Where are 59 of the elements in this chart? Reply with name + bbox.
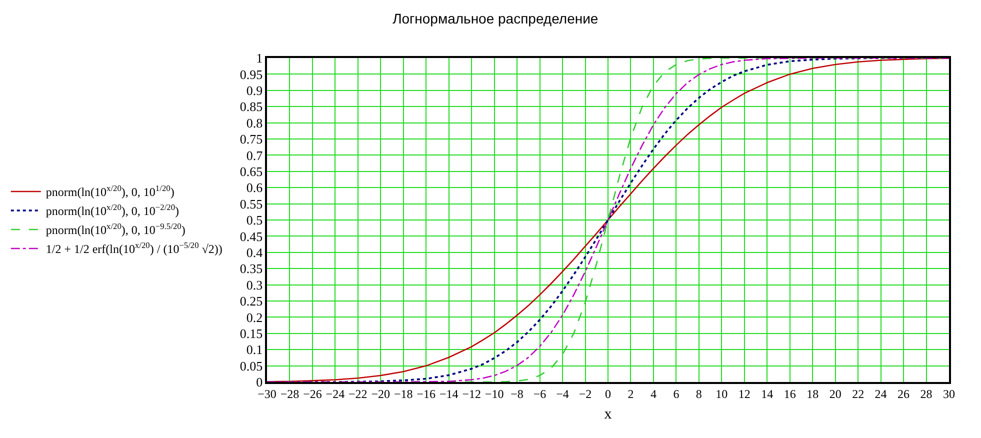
y-tick-label: 0.25 <box>240 294 263 309</box>
x-tick-label: −12 <box>462 387 481 402</box>
y-tick-label: 0.55 <box>240 196 263 212</box>
x-tick-label: −28 <box>280 387 300 402</box>
y-tick-label: 0.95 <box>240 66 263 82</box>
chart-title: Логнормальное распределение <box>392 10 598 26</box>
y-tick-label: 0.05 <box>240 358 263 374</box>
y-tick-label: 0.3 <box>246 277 263 292</box>
x-tick-label: −4 <box>556 387 569 402</box>
x-axis-title: x <box>604 406 612 423</box>
x-tick-label: −6 <box>533 387 546 402</box>
y-tick-label: 0.8 <box>246 115 263 130</box>
x-tick-label: −2 <box>578 387 592 402</box>
y-tick-label: 0.5 <box>246 212 263 228</box>
x-tick-label: −8 <box>510 387 524 402</box>
line-series <box>266 58 949 382</box>
y-tick-label: 0.85 <box>240 99 263 114</box>
y-tick-label: 0.45 <box>240 228 263 244</box>
y-tick-label: 0.4 <box>246 244 264 260</box>
x-tick-label: 28 <box>920 387 932 402</box>
x-tick-label: 10 <box>716 387 728 402</box>
x-tick-label: 16 <box>784 387 796 402</box>
y-tick-label: 0.2 <box>246 310 263 325</box>
x-tick-label: 18 <box>806 387 819 402</box>
x-tick-label: −26 <box>303 387 322 402</box>
x-tick-label: 30 <box>942 387 955 402</box>
y-tick-label: 0.75 <box>240 132 263 147</box>
x-tick-label: 0 <box>604 387 611 402</box>
x-tick-label: 6 <box>673 387 680 402</box>
x-tick-label: −22 <box>348 387 368 402</box>
legend-label: 1/2 + 1/2 erf(ln(10$^{x/20}$) / (10$^{−5/20}$ √2)) <box>46 241 222 256</box>
x-tick-label: −20 <box>371 387 390 402</box>
y-tick-label: 1 <box>256 50 263 66</box>
x-tick-label: 14 <box>761 387 774 402</box>
y-tick-label: 0.7 <box>246 148 264 163</box>
y-tick-label: 0.15 <box>240 326 263 341</box>
x-tick-label: 26 <box>898 387 910 402</box>
y-tick-label: 0 <box>256 374 263 390</box>
x-tick-label: −24 <box>326 387 345 402</box>
x-tick-label: 4 <box>650 387 656 402</box>
legend-label: pnorm(ln(10$^{x/20}$), 0, 10$^{−9.5/20}$) <box>46 222 186 238</box>
x-tick-label: 8 <box>696 387 702 402</box>
x-tick-label: 24 <box>874 387 887 402</box>
x-tick-label: 20 <box>829 387 842 402</box>
x-tick-label: −10 <box>484 387 504 402</box>
y-tick-label: 0.1 <box>246 342 263 358</box>
x-tick-label: 12 <box>738 387 750 402</box>
x-tick-label: −30 <box>258 387 276 402</box>
x-tick-label: 22 <box>852 387 864 402</box>
y-tick-label: 0.65 <box>240 164 263 179</box>
legend-label: pnorm(ln(10$^{x/20}$), 0, 10$^{−2/20}$) <box>46 203 180 218</box>
y-tick-label: 0.35 <box>240 261 263 276</box>
x-tick-label: −16 <box>416 387 436 402</box>
y-tick-label: 0.9 <box>246 82 263 98</box>
legend-label: pnorm(ln(10$^{x/20}$), 0, 10$^{1/20}$) <box>46 184 174 200</box>
y-tick-label: 0.6 <box>246 180 264 196</box>
x-tick-label: 2 <box>628 387 634 402</box>
x-tick-label: −18 <box>394 387 413 402</box>
x-tick-label: −14 <box>439 387 458 402</box>
